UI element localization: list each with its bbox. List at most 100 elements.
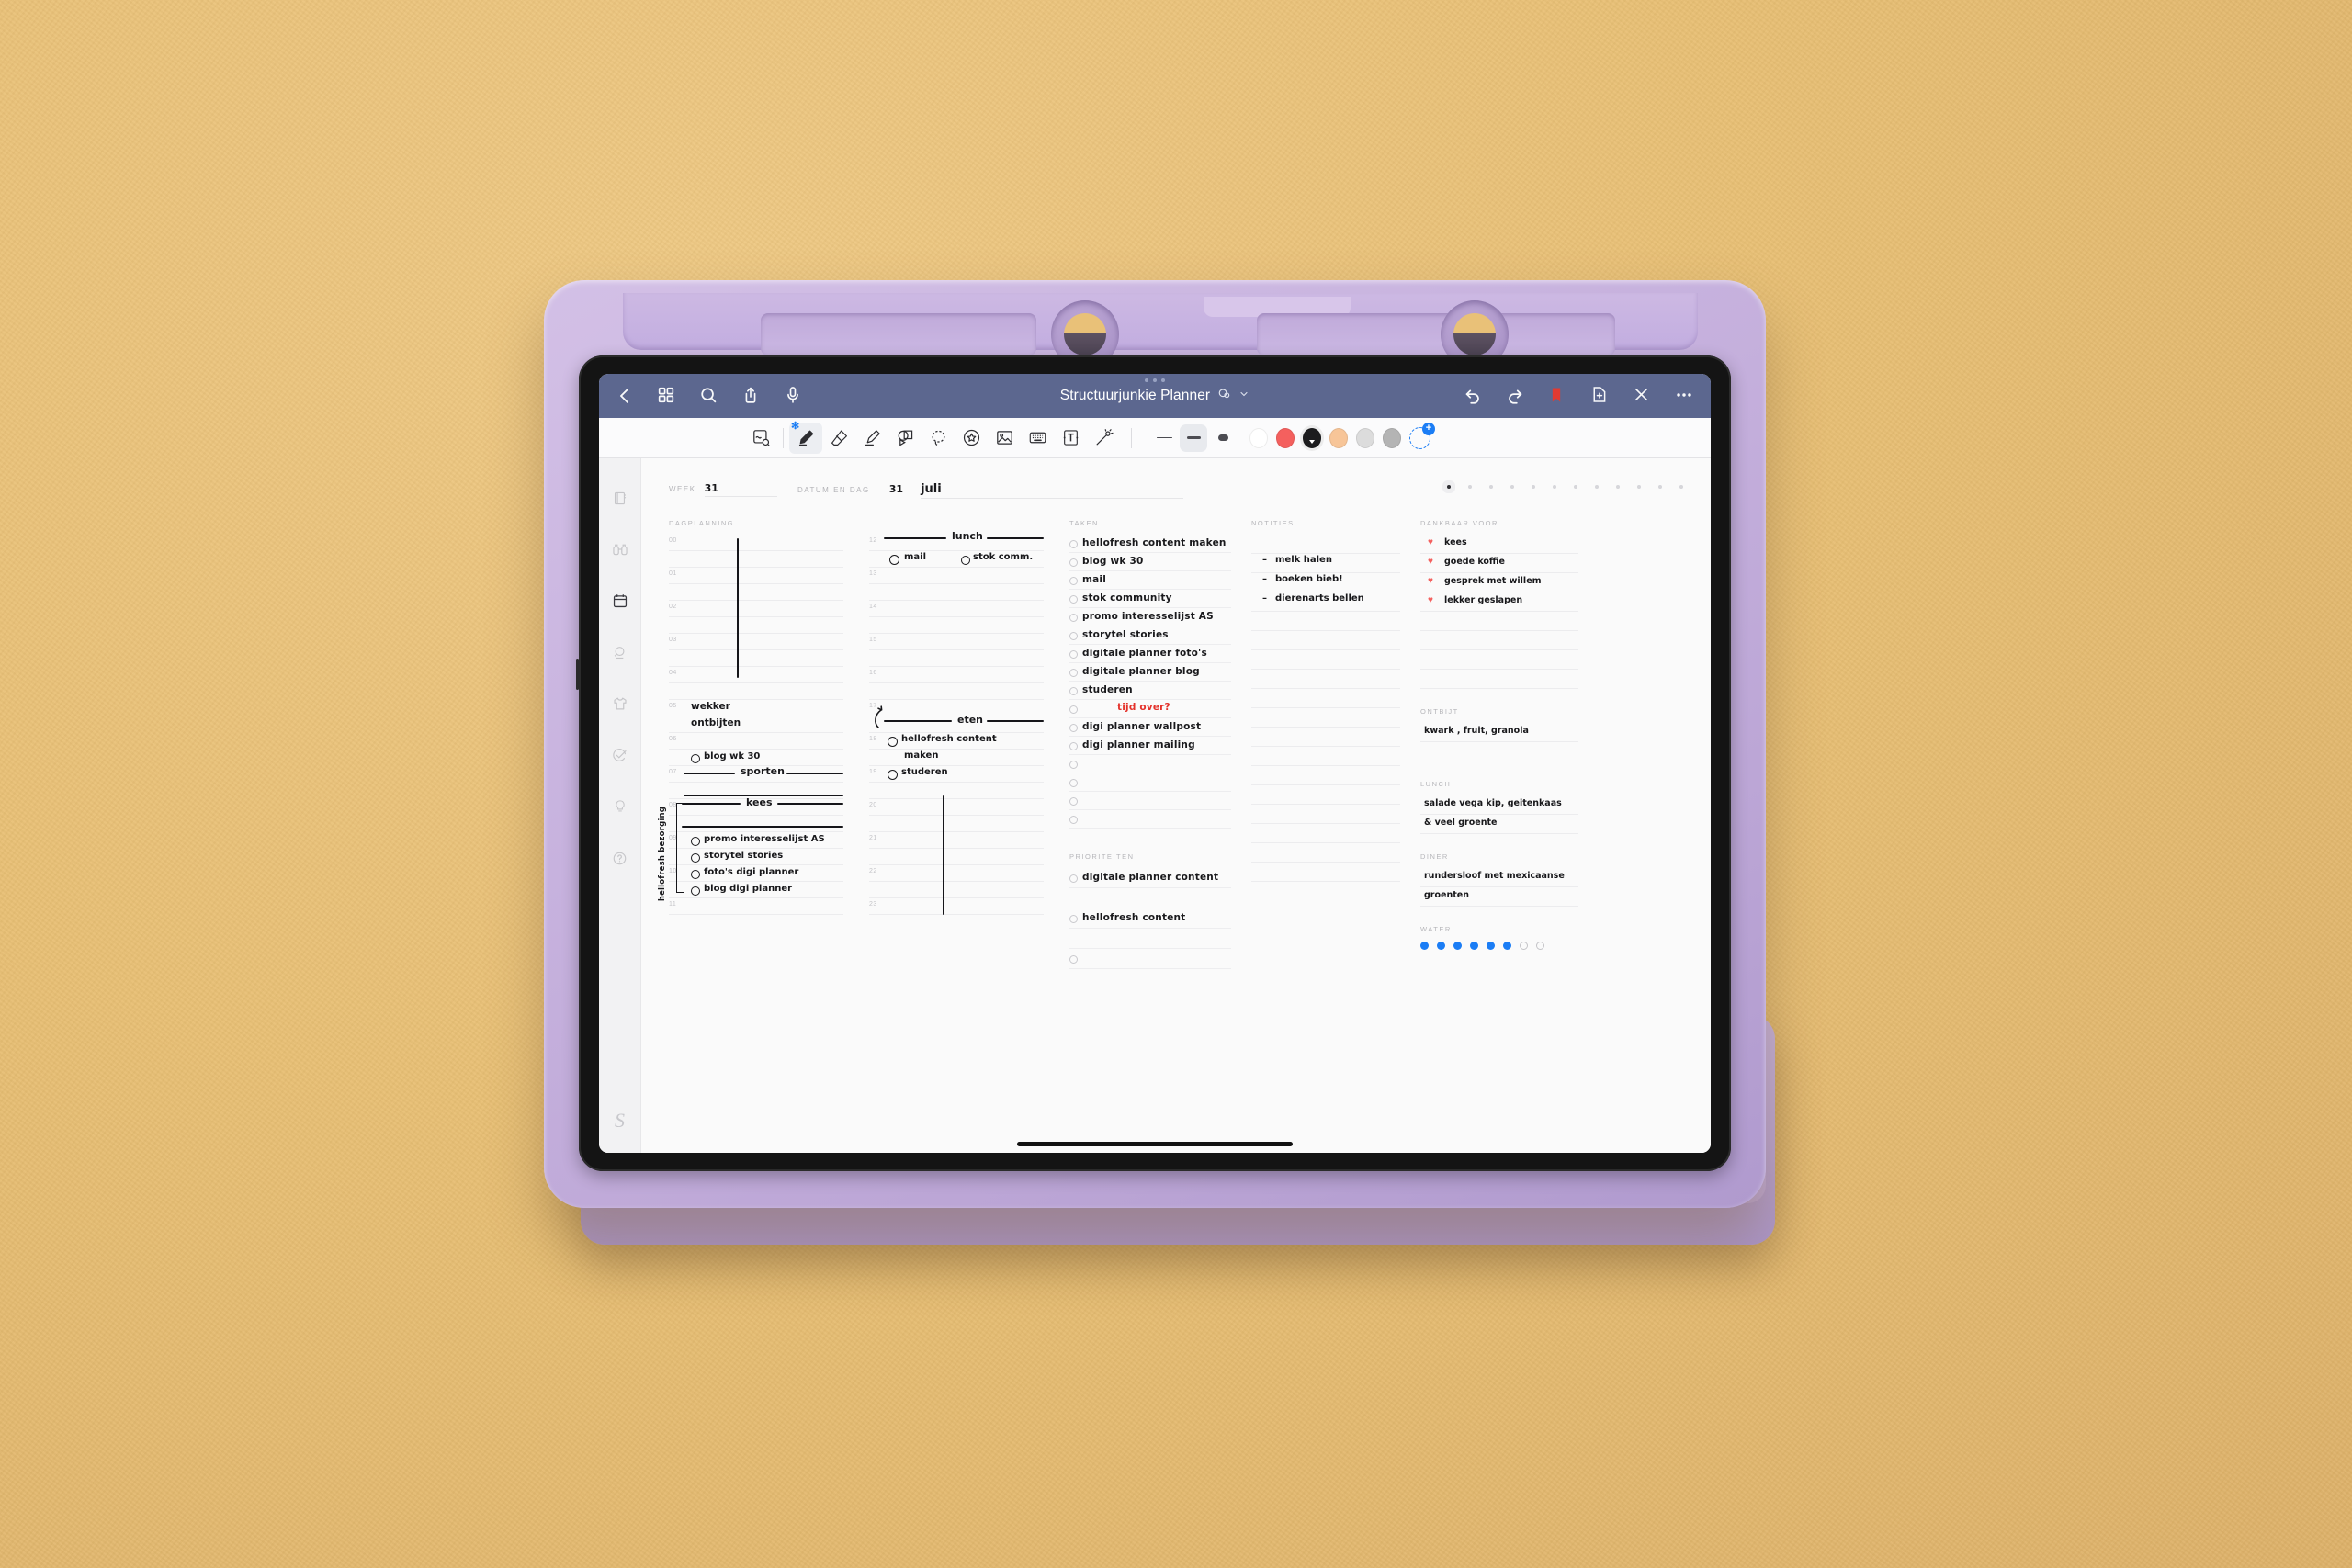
color-red[interactable] <box>1276 427 1295 448</box>
stroke-medium[interactable] <box>1180 423 1207 452</box>
color-peach[interactable] <box>1329 427 1348 448</box>
task-checkbox[interactable] <box>1069 797 1078 806</box>
task-checkbox[interactable] <box>1069 816 1078 824</box>
pen-icon[interactable]: ✻ <box>789 421 822 454</box>
list-item[interactable]: digi planner mailing <box>1069 737 1231 755</box>
list-item[interactable] <box>1069 755 1231 773</box>
chevron-down-icon[interactable] <box>1238 388 1250 404</box>
sidebar-item-templates[interactable] <box>605 690 635 717</box>
water-dot[interactable] <box>1520 942 1528 950</box>
search-icon[interactable] <box>698 385 720 407</box>
lasso-icon[interactable] <box>922 423 955 454</box>
task-checkbox[interactable] <box>1069 595 1078 604</box>
page-dot[interactable] <box>1468 485 1472 489</box>
page-dot[interactable] <box>1658 485 1662 489</box>
sidebar-item-browse[interactable] <box>605 536 635 563</box>
sidebar-item-ideas[interactable] <box>605 793 635 820</box>
list-item[interactable]: storytel stories <box>1069 626 1231 645</box>
page-dot[interactable] <box>1637 485 1641 489</box>
page-dot[interactable] <box>1616 485 1620 489</box>
home-indicator[interactable] <box>1017 1142 1293 1146</box>
task-checkbox[interactable] <box>1069 687 1078 695</box>
water-dot[interactable] <box>1470 942 1478 950</box>
text-box-icon[interactable] <box>1054 423 1087 454</box>
microphone-icon[interactable] <box>783 385 805 407</box>
entry-checkbox[interactable] <box>691 886 700 896</box>
list-item[interactable] <box>1069 929 1231 949</box>
page-dot[interactable] <box>1595 485 1599 489</box>
task-checkbox[interactable] <box>1069 558 1078 567</box>
color-black[interactable] <box>1303 427 1321 448</box>
page-dot[interactable] <box>1510 485 1514 489</box>
undo-icon[interactable] <box>1463 385 1485 407</box>
water-dot[interactable] <box>1420 942 1429 950</box>
stroke-thin[interactable] <box>1150 424 1178 452</box>
more-icon[interactable] <box>1674 385 1696 407</box>
task-checkbox[interactable] <box>1069 632 1078 640</box>
list-item[interactable]: digitale planner blog <box>1069 663 1231 682</box>
color-grey[interactable] <box>1383 427 1401 448</box>
page-dot[interactable] <box>1679 485 1683 489</box>
water-dot[interactable] <box>1487 942 1495 950</box>
lunch-field[interactable]: salade vega kip, geitenkaas & veel groen… <box>1420 795 1578 834</box>
sticker-icon[interactable] <box>955 423 988 454</box>
color-white[interactable] <box>1250 427 1268 448</box>
entry-checkbox[interactable] <box>691 853 700 863</box>
water-dot[interactable] <box>1437 942 1445 950</box>
back-icon[interactable] <box>614 385 636 407</box>
water-dot[interactable] <box>1536 942 1544 950</box>
share-icon[interactable] <box>741 385 763 407</box>
ontbijt-field[interactable]: kwark , fruit, granola <box>1420 723 1578 761</box>
list-item[interactable]: blog wk 30 <box>1069 553 1231 571</box>
list-item[interactable]: stok community <box>1069 590 1231 608</box>
sidebar-item-globe[interactable] <box>605 638 635 666</box>
list-item[interactable] <box>1069 888 1231 908</box>
priority-checkbox[interactable] <box>1069 915 1078 923</box>
priority-checkbox[interactable] <box>1069 874 1078 883</box>
list-item[interactable] <box>1069 949 1231 969</box>
task-checkbox[interactable] <box>1069 577 1078 585</box>
dankbaar-list[interactable]: ♥ kees ♥ goede koffie ♥ <box>1420 535 1578 689</box>
entry-checkbox[interactable] <box>961 556 970 565</box>
diner-field[interactable]: rundersloof met mexicaanse groenten <box>1420 868 1578 907</box>
list-item[interactable]: digi planner wallpost <box>1069 718 1231 737</box>
task-checkbox[interactable] <box>1069 779 1078 787</box>
task-checkbox[interactable] <box>1069 742 1078 750</box>
image-icon[interactable] <box>988 423 1021 454</box>
priority-checkbox[interactable] <box>1069 955 1078 964</box>
entry-checkbox[interactable] <box>888 770 898 780</box>
task-checkbox[interactable] <box>1069 614 1078 622</box>
highlighter-icon[interactable] <box>855 423 888 454</box>
lasso-zoom-icon[interactable] <box>744 423 777 454</box>
sidebar-item-notebook[interactable] <box>605 484 635 512</box>
list-item[interactable]: studeren <box>1069 682 1231 700</box>
water-dot[interactable] <box>1453 942 1462 950</box>
sidebar-item-tasks[interactable] <box>605 741 635 769</box>
bookmark-icon[interactable] <box>1547 385 1569 407</box>
redo-icon[interactable] <box>1505 385 1527 407</box>
sidebar-item-calendar[interactable] <box>605 587 635 615</box>
water-dot[interactable] <box>1503 942 1511 950</box>
page-dot[interactable] <box>1447 485 1451 489</box>
notities-list[interactable]: – melk halen – boeken bieb! – <box>1251 535 1400 882</box>
page-dot[interactable] <box>1532 485 1535 489</box>
add-page-icon[interactable] <box>1589 385 1611 407</box>
task-checkbox[interactable] <box>1069 669 1078 677</box>
color-light-grey[interactable] <box>1356 427 1374 448</box>
list-item[interactable] <box>1069 810 1231 829</box>
entry-checkbox[interactable] <box>889 555 899 565</box>
page-dot[interactable] <box>1489 485 1493 489</box>
task-checkbox[interactable] <box>1069 540 1078 548</box>
week-field[interactable]: WEEK 31 <box>669 482 777 497</box>
grid-icon[interactable] <box>656 385 678 407</box>
eraser-icon[interactable] <box>822 423 855 454</box>
list-item[interactable] <box>1069 773 1231 792</box>
stroke-thick[interactable] <box>1209 424 1237 452</box>
list-item[interactable]: digitale planner foto's <box>1069 645 1231 663</box>
task-checkbox[interactable] <box>1069 705 1078 714</box>
entry-checkbox[interactable] <box>691 837 700 846</box>
task-checkbox[interactable] <box>1069 724 1078 732</box>
list-item[interactable]: hellofresh content <box>1069 908 1231 929</box>
list-item[interactable]: digitale planner content <box>1069 868 1231 888</box>
add-color-button[interactable] <box>1409 422 1435 449</box>
